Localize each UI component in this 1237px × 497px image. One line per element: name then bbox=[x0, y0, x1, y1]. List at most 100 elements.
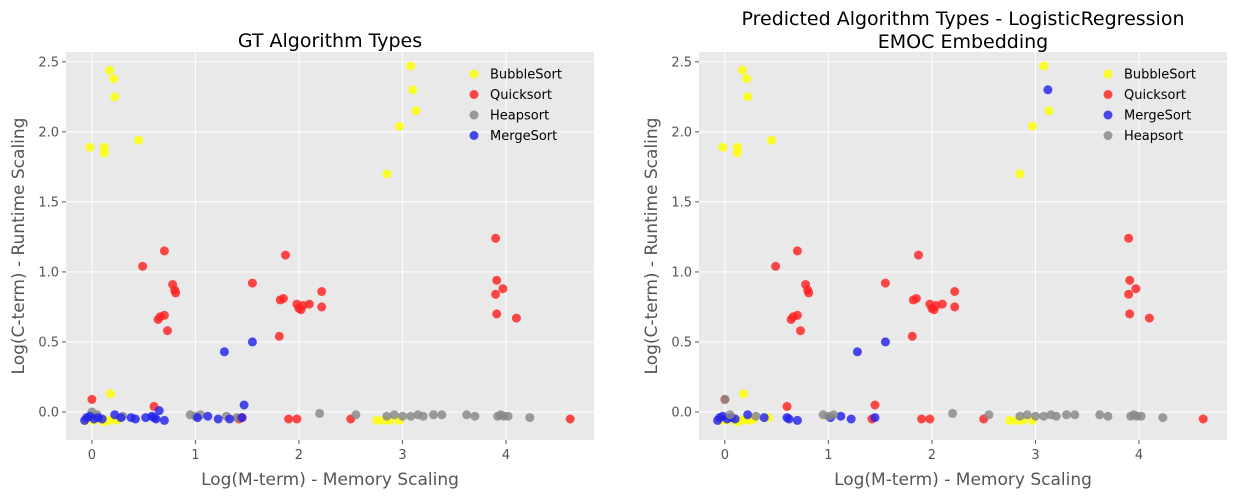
chart1-point-mergesort bbox=[159, 415, 169, 425]
chart2-point-heapsort bbox=[1136, 411, 1146, 421]
chart2-point-quicksort bbox=[771, 261, 781, 271]
chart1-point-heapsort bbox=[315, 408, 325, 418]
chart1-point-mergesort bbox=[239, 400, 249, 410]
chart1-legend-marker-mergesort bbox=[469, 131, 479, 140]
chart2-point-bubblesort bbox=[743, 92, 753, 102]
chart1-point-quicksort bbox=[511, 313, 521, 323]
chart2-point-bubblesort bbox=[1044, 106, 1054, 116]
chart1-legend-marker-quicksort bbox=[469, 90, 479, 99]
chart2-point-quicksort bbox=[796, 326, 805, 336]
chart2-point-heapsort bbox=[1070, 410, 1080, 420]
chart1-point-quicksort bbox=[317, 287, 327, 296]
chart2-plot: 0 1 2 3 4 0.0 0.5 1.0 1.5 2.0 2.5 bbox=[671, 52, 1227, 463]
chart2-xtick-label: 3 bbox=[1031, 448, 1039, 463]
chart1-point-mergesort bbox=[237, 413, 247, 423]
chart2-point-quicksort bbox=[950, 302, 960, 312]
chart1-point-mergesort bbox=[116, 413, 126, 423]
chart2-point-quicksort bbox=[1131, 284, 1141, 294]
chart1-point-bubblesort bbox=[372, 415, 382, 425]
chart2-point-bubblesort bbox=[767, 135, 776, 145]
chart2-point-mergesort bbox=[836, 411, 846, 421]
chart1-point-mergesort bbox=[193, 413, 202, 423]
chart2-xtick-label: 2 bbox=[928, 448, 936, 463]
chart2-point-bubblesort bbox=[1015, 169, 1025, 179]
chart1-point-heapsort bbox=[525, 413, 535, 423]
chart2-ylabel: Log(C-term) - Runtime Scaling bbox=[642, 118, 662, 375]
chart2-legend-marker-quicksort bbox=[1103, 90, 1113, 99]
chart2-legend-marker-bubblesort bbox=[1103, 69, 1113, 79]
chart1-point-heapsort bbox=[470, 411, 480, 421]
chart2-point-bubblesort bbox=[1027, 121, 1037, 131]
chart1-plot: 0 1 2 3 4 0.0 0.5 1.0 1.5 2.0 2.5 bbox=[38, 52, 594, 463]
chart2-point-heapsort bbox=[725, 410, 735, 420]
chart2-point-quicksort bbox=[937, 299, 947, 309]
chart2-title: EMOC Embedding bbox=[878, 31, 1048, 53]
chart1-series-quicksort bbox=[87, 233, 575, 424]
chart1-point-heapsort bbox=[429, 410, 438, 420]
chart2-point-heapsort bbox=[984, 410, 994, 420]
chart1-point-quicksort bbox=[565, 414, 575, 424]
chart2-point-mergesort bbox=[880, 337, 890, 347]
chart2-point-mergesort bbox=[743, 410, 753, 420]
chart1-point-quicksort bbox=[281, 250, 290, 260]
chart1-xtick-label: 3 bbox=[398, 448, 406, 463]
chart1-point-bubblesort bbox=[99, 148, 109, 158]
chart2-point-heapsort bbox=[1062, 410, 1071, 420]
chart1-point-quicksort bbox=[163, 326, 172, 336]
chart1-point-quicksort bbox=[247, 278, 257, 288]
chart1-point-mergesort bbox=[247, 337, 257, 347]
chart1-point-quicksort bbox=[138, 261, 148, 271]
chart2-point-heapsort bbox=[1022, 410, 1032, 420]
chart1-point-quicksort bbox=[159, 310, 169, 320]
chart1-point-quicksort bbox=[491, 233, 501, 243]
chart2-point-heapsort bbox=[1051, 411, 1061, 421]
chart2-series-heapsort bbox=[720, 394, 1168, 423]
chart1-point-quicksort bbox=[159, 246, 169, 256]
chart2-point-mergesort bbox=[784, 414, 794, 424]
chart2-point-bubblesort bbox=[718, 142, 728, 152]
chart2-point-mergesort bbox=[846, 414, 856, 424]
chart1-point-bubblesort bbox=[382, 169, 392, 179]
chart2-point-quicksort bbox=[1198, 414, 1208, 424]
chart1-point-quicksort bbox=[492, 309, 502, 319]
chart2-legend-label-mergesort: MergeSort bbox=[1124, 109, 1191, 124]
chart2-point-bubblesort bbox=[738, 65, 747, 75]
chart1-point-quicksort bbox=[317, 302, 327, 312]
chart1-legend-marker-heapsort bbox=[469, 110, 479, 120]
chart1-point-quicksort bbox=[87, 394, 97, 404]
chart1-ytick-label: 0.5 bbox=[38, 335, 59, 350]
chart2-point-bubblesort bbox=[1005, 415, 1015, 425]
chart2-point-bubblesort bbox=[739, 389, 748, 399]
chart2-point-heapsort bbox=[948, 408, 958, 418]
chart2-point-quicksort bbox=[1144, 313, 1154, 323]
chart1-title: GT Algorithm Types bbox=[238, 30, 422, 52]
chart2-point-quicksort bbox=[792, 246, 802, 256]
chart2-point-heapsort bbox=[1039, 411, 1049, 421]
chart2-point-mergesort bbox=[759, 413, 769, 423]
chart2-legend-marker-mergesort bbox=[1103, 110, 1113, 120]
chart2-point-heapsort bbox=[1103, 411, 1113, 421]
chart2-point-quicksort bbox=[925, 414, 935, 424]
chart2-point-mergesort bbox=[792, 415, 802, 425]
chart2-xtick-label: 4 bbox=[1135, 448, 1143, 463]
chart1-point-quicksort bbox=[498, 284, 508, 294]
chart2-point-quicksort bbox=[950, 287, 960, 296]
chart1-ytick-label: 2.0 bbox=[38, 125, 59, 140]
chart2-point-heapsort bbox=[720, 394, 730, 404]
chart2-point-heapsort bbox=[751, 411, 761, 421]
chart1-xlabel: Log(M-term) - Memory Scaling bbox=[201, 470, 459, 490]
chart1-point-mergesort bbox=[213, 414, 223, 424]
chart1-legend: BubbleSort Quicksort Heapsort MergeSort bbox=[469, 68, 562, 144]
chart1-point-heapsort bbox=[418, 411, 428, 421]
chart2-ytick-label: 1.5 bbox=[671, 195, 692, 210]
chart1-point-heapsort bbox=[437, 410, 447, 420]
chart1-point-heapsort bbox=[389, 410, 399, 420]
chart2-legend: BubbleSort Quicksort MergeSort Heapsort bbox=[1103, 68, 1196, 144]
chart1-point-bubblesort bbox=[134, 135, 143, 145]
chart1-legend-marker-bubblesort bbox=[469, 69, 479, 79]
chart1-legend-label-quicksort: Quicksort bbox=[490, 88, 552, 103]
chart2-series-quicksort bbox=[720, 233, 1208, 424]
chart2-point-quicksort bbox=[911, 294, 921, 303]
chart2-point-bubblesort bbox=[742, 74, 752, 84]
chart2-legend-label-quicksort: Quicksort bbox=[1124, 88, 1186, 103]
